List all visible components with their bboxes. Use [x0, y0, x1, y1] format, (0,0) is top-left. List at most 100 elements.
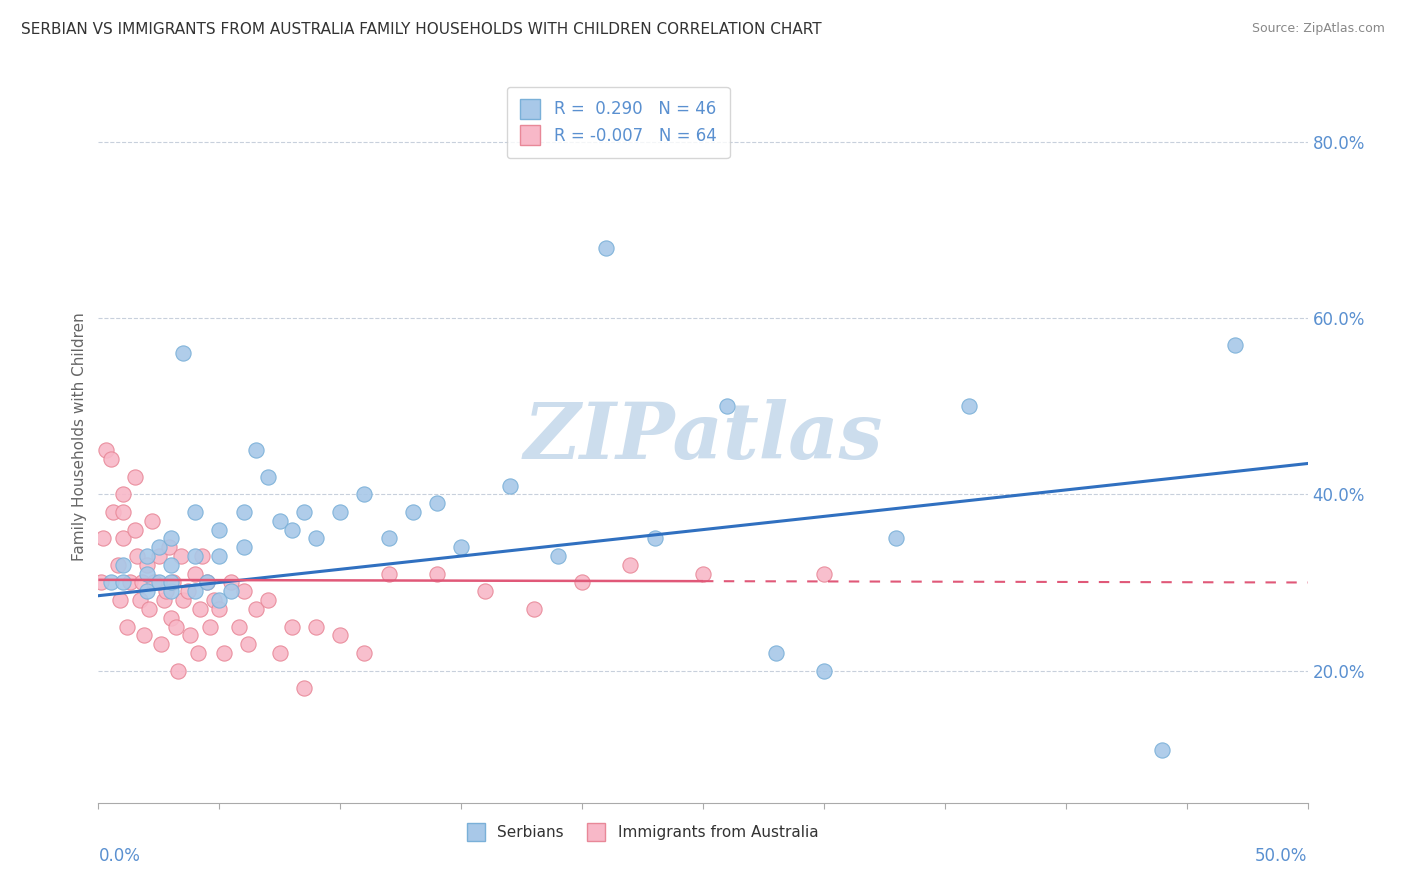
Point	[619, 558, 641, 572]
Point	[111, 558, 134, 572]
Point	[143, 575, 166, 590]
Point	[150, 637, 173, 651]
Point	[160, 584, 183, 599]
Point	[329, 505, 352, 519]
Point	[305, 532, 328, 546]
Point	[692, 566, 714, 581]
Point	[135, 549, 157, 563]
Point	[292, 681, 315, 696]
Point	[377, 566, 399, 581]
Y-axis label: Family Households with Children: Family Households with Children	[72, 313, 87, 561]
Point	[523, 602, 546, 616]
Point	[179, 628, 201, 642]
Point	[644, 532, 666, 546]
Point	[111, 505, 134, 519]
Point	[232, 584, 254, 599]
Point	[281, 523, 304, 537]
Point	[148, 575, 170, 590]
Point	[172, 346, 194, 360]
Point	[212, 646, 235, 660]
Point	[1223, 337, 1246, 351]
Point	[228, 619, 250, 633]
Point	[269, 646, 291, 660]
Point	[94, 443, 117, 458]
Point	[232, 505, 254, 519]
Point	[111, 487, 134, 501]
Point	[127, 549, 149, 563]
Point	[111, 532, 134, 546]
Point	[135, 566, 157, 581]
Point	[162, 575, 184, 590]
Point	[148, 549, 170, 563]
Point	[107, 558, 129, 572]
Point	[498, 478, 520, 492]
Point	[141, 514, 163, 528]
Point	[813, 566, 835, 581]
Legend: Serbians, Immigrants from Australia: Serbians, Immigrants from Australia	[461, 819, 824, 847]
Point	[208, 593, 231, 607]
Point	[571, 575, 593, 590]
Point	[184, 549, 207, 563]
Point	[221, 584, 243, 599]
Point	[245, 602, 267, 616]
Point	[134, 628, 156, 642]
Point	[160, 611, 183, 625]
Point	[135, 558, 157, 572]
Point	[208, 549, 231, 563]
Point	[281, 619, 304, 633]
Point	[148, 540, 170, 554]
Point	[426, 566, 449, 581]
Point	[101, 505, 124, 519]
Point	[377, 532, 399, 546]
Point	[402, 505, 425, 519]
Point	[165, 619, 187, 633]
Point	[716, 399, 738, 413]
Point	[208, 602, 231, 616]
Point	[957, 399, 980, 413]
Point	[152, 593, 174, 607]
Point	[474, 584, 496, 599]
Point	[100, 575, 122, 590]
Point	[187, 646, 209, 660]
Point	[426, 496, 449, 510]
Point	[128, 593, 150, 607]
Point	[188, 602, 211, 616]
Point	[177, 584, 200, 599]
Point	[256, 593, 278, 607]
Point	[329, 628, 352, 642]
Point	[100, 452, 122, 467]
Text: SERBIAN VS IMMIGRANTS FROM AUSTRALIA FAMILY HOUSEHOLDS WITH CHILDREN CORRELATION: SERBIAN VS IMMIGRANTS FROM AUSTRALIA FAM…	[21, 22, 821, 37]
Point	[184, 566, 207, 581]
Point	[135, 584, 157, 599]
Point	[111, 575, 134, 590]
Point	[160, 575, 183, 590]
Point	[160, 558, 183, 572]
Point	[160, 532, 183, 546]
Point	[256, 469, 278, 483]
Point	[124, 469, 146, 483]
Point	[886, 532, 908, 546]
Point	[221, 575, 243, 590]
Text: 0.0%: 0.0%	[98, 847, 141, 864]
Point	[157, 540, 180, 554]
Point	[232, 540, 254, 554]
Point	[108, 593, 131, 607]
Text: Source: ZipAtlas.com: Source: ZipAtlas.com	[1251, 22, 1385, 36]
Text: 50.0%: 50.0%	[1256, 847, 1308, 864]
Point	[208, 523, 231, 537]
Point	[191, 549, 214, 563]
Point	[292, 505, 315, 519]
Point	[184, 505, 207, 519]
Point	[184, 584, 207, 599]
Point	[765, 646, 787, 660]
Point	[124, 523, 146, 537]
Point	[195, 575, 218, 590]
Point	[117, 619, 139, 633]
Point	[353, 646, 375, 660]
Point	[353, 487, 375, 501]
Point	[90, 575, 112, 590]
Point	[118, 575, 141, 590]
Point	[195, 575, 218, 590]
Point	[198, 619, 221, 633]
Point	[450, 540, 472, 554]
